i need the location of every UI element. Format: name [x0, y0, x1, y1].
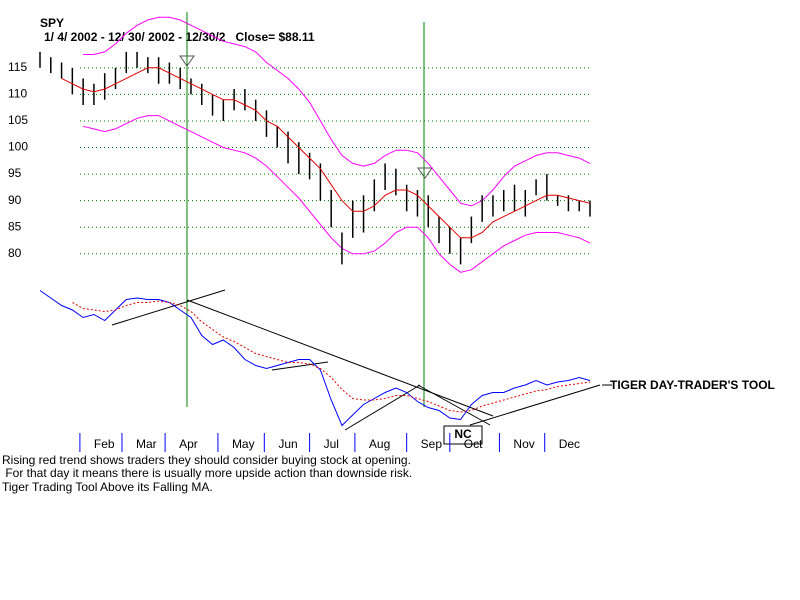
annotation: NC	[454, 427, 472, 441]
signal-arrow	[417, 167, 433, 179]
x-tick-label: Mar	[136, 437, 157, 451]
y-tick-label: 105	[8, 113, 28, 127]
y-tick-label: 80	[8, 246, 22, 260]
y-tick-label: 85	[8, 219, 22, 233]
x-tick-label: Feb	[94, 437, 115, 451]
x-tick-label: Aug	[369, 437, 390, 451]
indicator-title: TIGER DAY-TRADER'S TOOL	[610, 378, 775, 392]
y-tick-label: 100	[8, 140, 28, 154]
indicator-line	[72, 300, 591, 413]
trendlines	[111, 289, 601, 431]
upper-band	[83, 16, 591, 207]
chart-subtitle: 1/ 4/ 2002 - 12/ 30/ 2002 - 12/30/2 Clos…	[44, 30, 315, 44]
annotation-box	[443, 425, 483, 445]
y-tick-label: 115	[8, 60, 27, 74]
x-tick-label: Sep	[421, 437, 443, 451]
x-tick-label: Nov	[513, 437, 534, 451]
x-tick-label: Oct	[464, 437, 483, 451]
y-tick-label: 110	[8, 87, 27, 101]
y-tick-label: 95	[8, 166, 22, 180]
signal-arrow	[179, 55, 195, 67]
chart-title: SPY	[40, 16, 64, 30]
note: Rising red trend shows traders they shou…	[2, 453, 411, 467]
x-tick-label: Apr	[179, 437, 198, 451]
trendline	[271, 361, 329, 371]
trendline	[186, 299, 494, 417]
y-tick-label: 90	[8, 193, 22, 207]
x-tick-label: Jul	[324, 437, 339, 451]
trendline	[344, 384, 421, 431]
x-tick-label: Dec	[559, 437, 580, 451]
indicator-line	[39, 290, 591, 427]
x-tick-label: Jun	[278, 437, 297, 451]
note: For that day it means there is usually m…	[2, 466, 412, 480]
trendline	[469, 384, 601, 426]
lower-band	[82, 115, 591, 273]
moving-average	[61, 67, 591, 239]
x-tick-label: May	[232, 437, 255, 451]
trendline	[417, 384, 491, 426]
note: Tiger Trading Tool Above its Falling MA.	[2, 480, 213, 494]
trendline	[111, 289, 226, 326]
